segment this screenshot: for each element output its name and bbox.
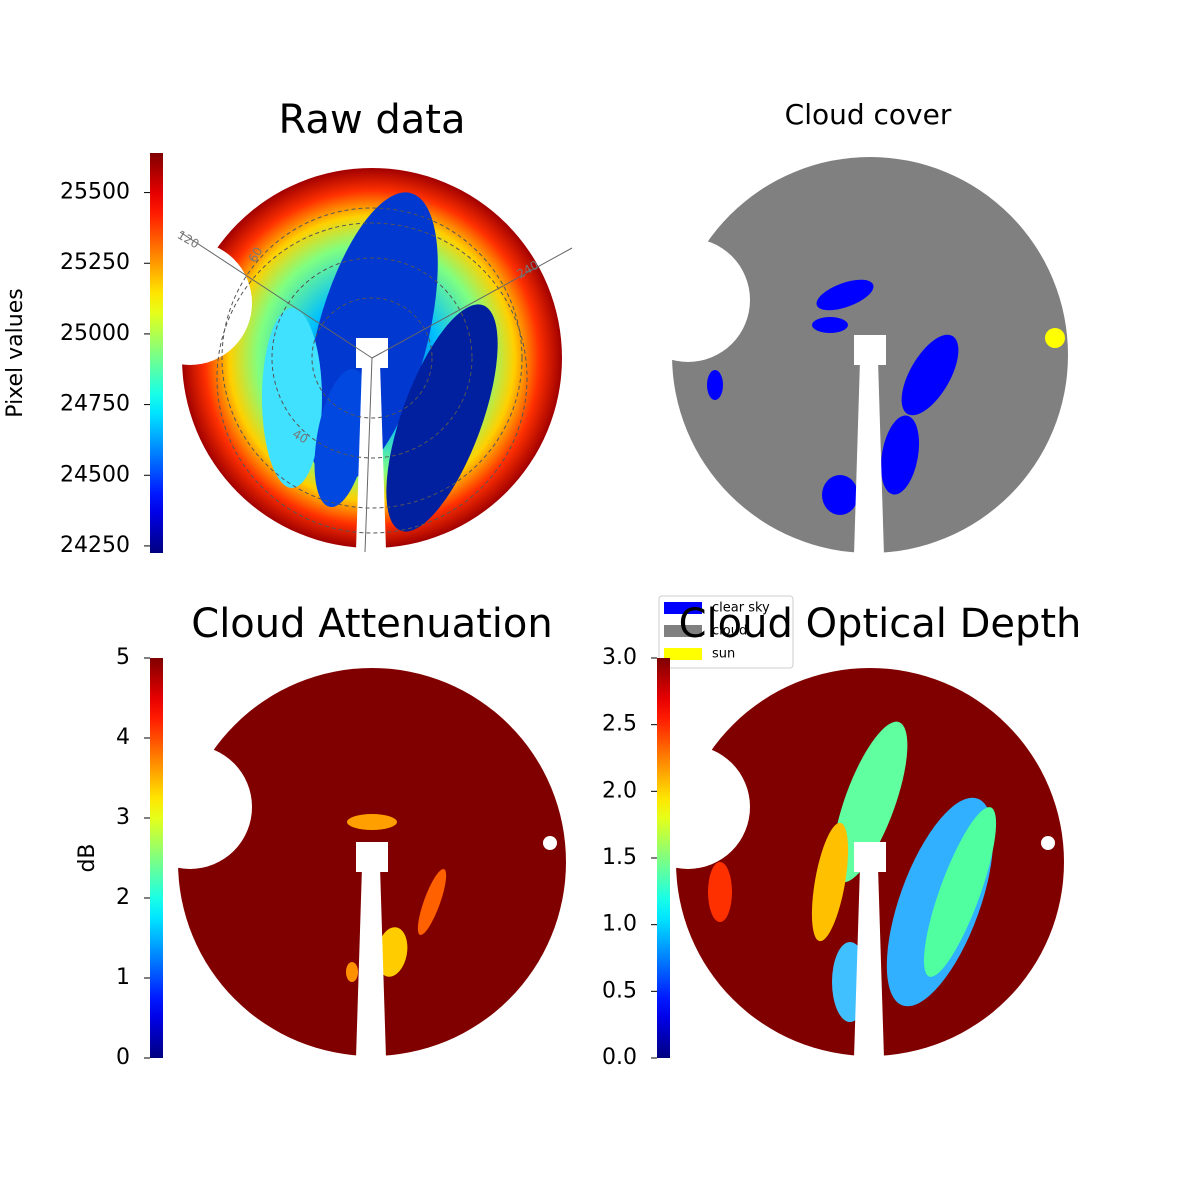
colorbar-tick-label: 0.5 xyxy=(602,978,637,1003)
sun-mask xyxy=(543,836,557,850)
polar-spoke xyxy=(371,247,573,359)
image-feature xyxy=(386,304,498,532)
sun-marker xyxy=(1045,328,1065,348)
colorbar-tick-label: 24500 xyxy=(60,462,130,487)
image-feature xyxy=(811,822,849,942)
mask-wedge xyxy=(854,360,884,555)
mask-notch xyxy=(626,238,750,362)
image-feature xyxy=(708,862,732,922)
panel-title: Cloud cover xyxy=(785,98,952,131)
panel-title: Raw data xyxy=(279,97,466,143)
mask-wedge xyxy=(356,867,386,1058)
colorbar-tick-label: 3.0 xyxy=(602,645,637,670)
colorbar xyxy=(150,153,163,553)
mask-notch xyxy=(128,241,252,365)
legend-patch xyxy=(664,648,702,660)
image-panel xyxy=(626,157,1068,555)
polar-ring xyxy=(271,257,473,459)
polar-label: 60 xyxy=(246,245,266,265)
image-feature xyxy=(816,279,874,311)
polar-label: 40 xyxy=(290,427,310,447)
image-panel xyxy=(626,668,1064,1058)
polar-spoke xyxy=(179,231,373,359)
image-feature xyxy=(376,927,408,977)
image-feature xyxy=(707,370,723,400)
colorbar-tick-label: 1.5 xyxy=(602,845,637,870)
image-feature xyxy=(923,807,997,977)
colorbar-tick-label: 25000 xyxy=(60,321,130,346)
colorbar xyxy=(150,658,163,1058)
colorbar-tick-label: 0.0 xyxy=(602,1045,637,1070)
legend-patch xyxy=(664,602,702,614)
polar-ring xyxy=(311,297,433,419)
colorbar-tick-label: 24250 xyxy=(60,533,130,558)
image-panel xyxy=(128,668,566,1058)
colorbar-tick-label: 1 xyxy=(116,965,130,990)
legend-patch xyxy=(664,625,702,637)
panel-title: Cloud Attenuation xyxy=(191,601,552,647)
panel-title: Cloud Optical Depth xyxy=(679,601,1082,647)
image-feature xyxy=(314,368,370,508)
colorbar-tick-label: 5 xyxy=(116,645,130,670)
image-feature xyxy=(880,415,920,495)
image-feature xyxy=(901,334,959,416)
colorbar-label: dB xyxy=(75,843,100,872)
legend-label: cloud xyxy=(712,624,747,639)
colorbar-tick-label: 25500 xyxy=(60,180,130,205)
image-feature xyxy=(262,308,322,488)
sun-mask xyxy=(1041,836,1055,850)
colorbar-tick-label: 24750 xyxy=(60,392,130,417)
image-feature xyxy=(832,721,908,883)
image-feature xyxy=(346,962,358,982)
mask-notch xyxy=(128,745,252,869)
image-feature xyxy=(417,868,447,936)
colorbar-tick-label: 2.5 xyxy=(602,712,637,737)
legend-label: clear sky xyxy=(712,601,770,616)
colorbar-tick-label: 25250 xyxy=(60,250,130,275)
colorbar-tick-label: 1.0 xyxy=(602,912,637,937)
image-feature xyxy=(812,317,848,333)
image-panel xyxy=(128,168,562,550)
polar-ring xyxy=(221,207,523,509)
colorbar-tick-label: 2.0 xyxy=(602,778,637,803)
mask-wedge xyxy=(854,867,884,1058)
polar-spoke xyxy=(364,357,373,553)
colorbar-tick-label: 4 xyxy=(116,725,130,750)
legend-label: sun xyxy=(712,647,735,662)
colorbar-tick-label: 3 xyxy=(116,805,130,830)
colorbar-tick-label: 0 xyxy=(116,1045,130,1070)
mask-wedge xyxy=(356,363,386,550)
colorbar-tick-label: 2 xyxy=(116,885,130,910)
image-feature xyxy=(347,814,397,830)
mask-notch xyxy=(626,745,750,869)
colorbar-label: Pixel values xyxy=(3,288,28,417)
polar-ring xyxy=(216,222,528,534)
image-feature xyxy=(822,475,858,515)
colorbar xyxy=(657,658,670,1058)
